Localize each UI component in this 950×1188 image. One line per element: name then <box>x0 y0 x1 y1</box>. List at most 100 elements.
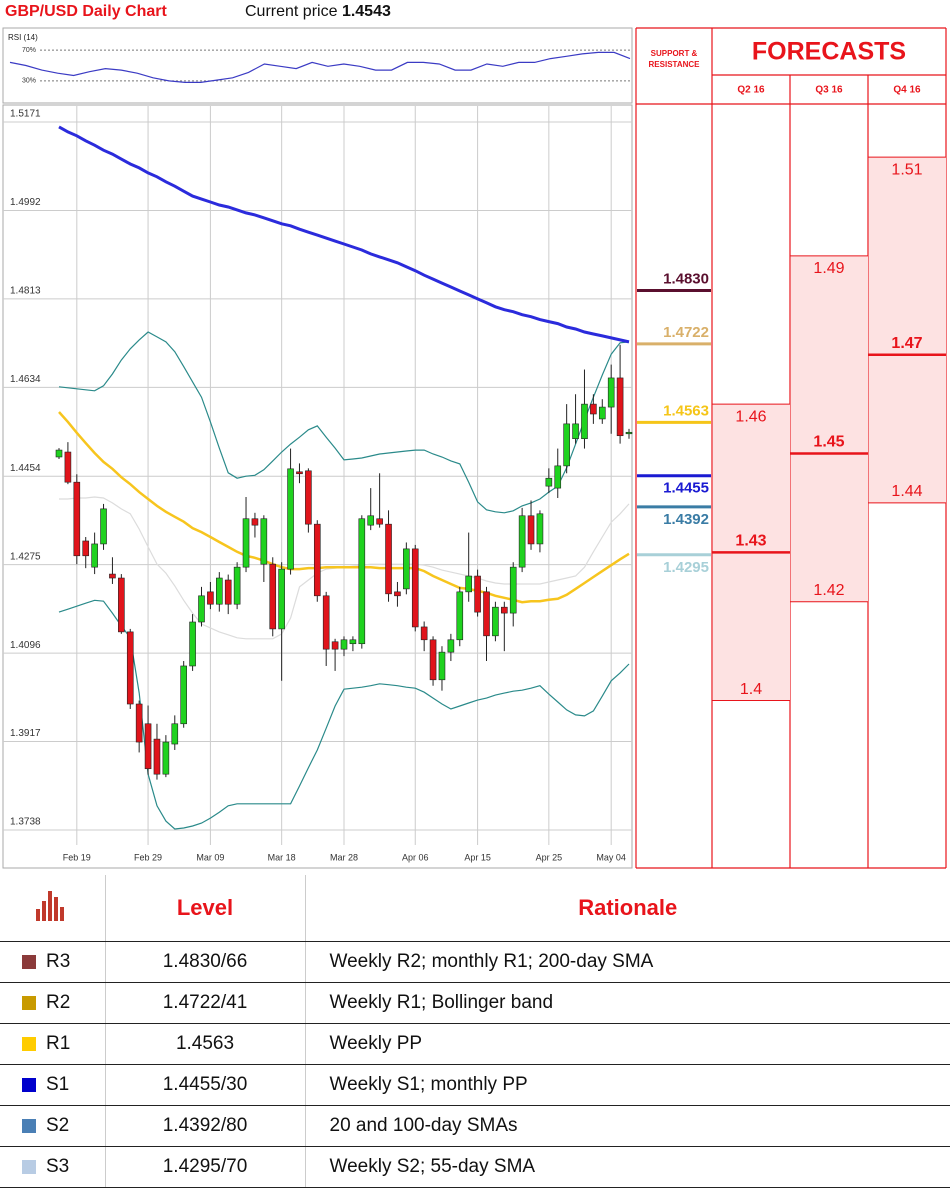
level-label: 1.4392 <box>663 511 709 528</box>
forecast-low-label: 1.4 <box>740 681 762 698</box>
candle-body <box>394 591 401 597</box>
candle-body <box>492 606 499 637</box>
candle-body <box>135 703 143 743</box>
candle-body <box>207 591 214 605</box>
rsi-title: RSI (14) <box>8 33 38 42</box>
candle-body <box>216 577 223 605</box>
overlay-line <box>58 331 630 514</box>
candle-body <box>598 406 606 420</box>
candle-body <box>242 518 250 568</box>
chart-area: GBP/USD Daily Chart Current price 1.4543… <box>2 3 947 869</box>
level-name: S1 <box>46 1074 70 1095</box>
candle-body <box>572 423 579 439</box>
level-name: S3 <box>46 1156 70 1177</box>
candle-body <box>260 518 268 565</box>
icon-bar <box>42 901 47 921</box>
bar-icon <box>36 891 65 921</box>
level-marker <box>22 1118 36 1133</box>
y-tick-label: 1.4096 <box>10 640 41 651</box>
level-label: 1.4295 <box>663 559 709 576</box>
table-header: Level Rationale <box>0 875 950 942</box>
y-tick-label: 1.5171 <box>10 109 41 120</box>
candle-body <box>331 641 339 650</box>
candle-body <box>313 523 321 597</box>
y-tick-label: 1.4275 <box>10 551 41 562</box>
candle-body <box>91 543 98 568</box>
candle-body <box>269 563 277 630</box>
table-body: R3 1.4830/66 Weekly R2; monthly R1; 200-da… <box>0 941 950 1188</box>
price-frame <box>2 104 633 869</box>
icon-bar <box>48 891 53 921</box>
level-rationale: Weekly R1; Bollinger band <box>305 982 950 1024</box>
candle-body <box>554 465 562 489</box>
candle-body <box>590 403 597 415</box>
level-marker <box>22 1077 36 1092</box>
forecast-mid-label: 1.43 <box>735 533 766 550</box>
table-icon <box>0 875 106 942</box>
candle-body <box>189 621 196 667</box>
candle-body <box>474 575 481 613</box>
candle-body <box>100 508 107 545</box>
price-label: Current price <box>245 3 338 20</box>
table-row: R1 1.4563 Weekly PP <box>0 1023 950 1065</box>
candle-body <box>358 518 366 645</box>
rsi-tick-label: 30% <box>22 78 36 85</box>
y-tick-label: 1.4634 <box>10 374 41 385</box>
candle-body <box>198 595 205 623</box>
y-tick-label: 1.3917 <box>10 728 41 739</box>
level-name-cell: R2 <box>0 982 106 1024</box>
forecast-period: Q3 16 <box>815 85 843 96</box>
candle-body <box>367 515 375 526</box>
candle-body <box>527 515 535 545</box>
table-row: S2 1.4392/80 20 and 100-day SMAs <box>0 1105 950 1147</box>
x-tick-label: Mar 28 <box>330 852 358 862</box>
level-marker <box>22 995 36 1010</box>
forecast-range <box>869 157 946 503</box>
candle-body <box>144 723 152 770</box>
price-value: 1.4543 <box>342 3 391 20</box>
x-tick-label: Mar 09 <box>196 852 224 862</box>
level-rationale: 20 and 100-day SMAs <box>305 1105 950 1147</box>
levels-table: Level Rationale R3 1.4830/66 Weekly R2; mo… <box>0 875 950 1188</box>
candle-body <box>126 631 134 705</box>
level-value: 1.4722/41 <box>105 982 306 1024</box>
icon-bar <box>60 907 65 921</box>
table-row: S1 1.4455/30 Weekly S1; monthly PP <box>0 1064 950 1106</box>
icon-bar <box>54 897 59 921</box>
table-row: S3 1.4295/70 Weekly S2; 55-day SMA <box>0 1146 950 1188</box>
x-tick-label: Apr 25 <box>536 852 563 862</box>
candle-body <box>287 468 294 570</box>
candle-body <box>233 566 241 605</box>
candle-body <box>447 639 455 653</box>
candle-body <box>251 518 259 526</box>
forecast-range <box>791 255 868 602</box>
level-name-cell: S3 <box>0 1146 106 1188</box>
forecast-high-label: 1.51 <box>891 161 922 178</box>
forecast-period: Q2 16 <box>737 85 765 96</box>
level-name-cell: R1 <box>0 1023 106 1065</box>
level-rationale: Weekly S2; 55-day SMA <box>305 1146 950 1188</box>
y-tick-label: 1.4813 <box>10 286 41 297</box>
candle-body <box>305 470 312 525</box>
candle-body <box>64 451 72 483</box>
candle-body <box>563 423 570 467</box>
y-tick-label: 1.4454 <box>10 463 41 474</box>
forecast-period: Q4 16 <box>893 85 921 96</box>
x-tick-label: Mar 18 <box>268 852 296 862</box>
candle-body <box>581 403 588 439</box>
candle-body <box>224 579 232 605</box>
rsi-line <box>9 51 631 83</box>
candle-body <box>73 481 81 557</box>
level-value: 1.4455/30 <box>105 1064 306 1106</box>
rsi-frame <box>2 27 633 104</box>
candle-body <box>180 665 187 725</box>
level-rationale: Weekly S1; monthly PP <box>305 1064 950 1106</box>
level-name: R1 <box>46 1033 71 1054</box>
candle-body <box>518 515 526 568</box>
candle-body <box>118 577 125 633</box>
candle-body <box>340 639 348 650</box>
table-row: R2 1.4722/41 Weekly R1; Bollinger band <box>0 982 950 1024</box>
level-name: R2 <box>46 992 71 1013</box>
candle-body <box>322 595 330 650</box>
